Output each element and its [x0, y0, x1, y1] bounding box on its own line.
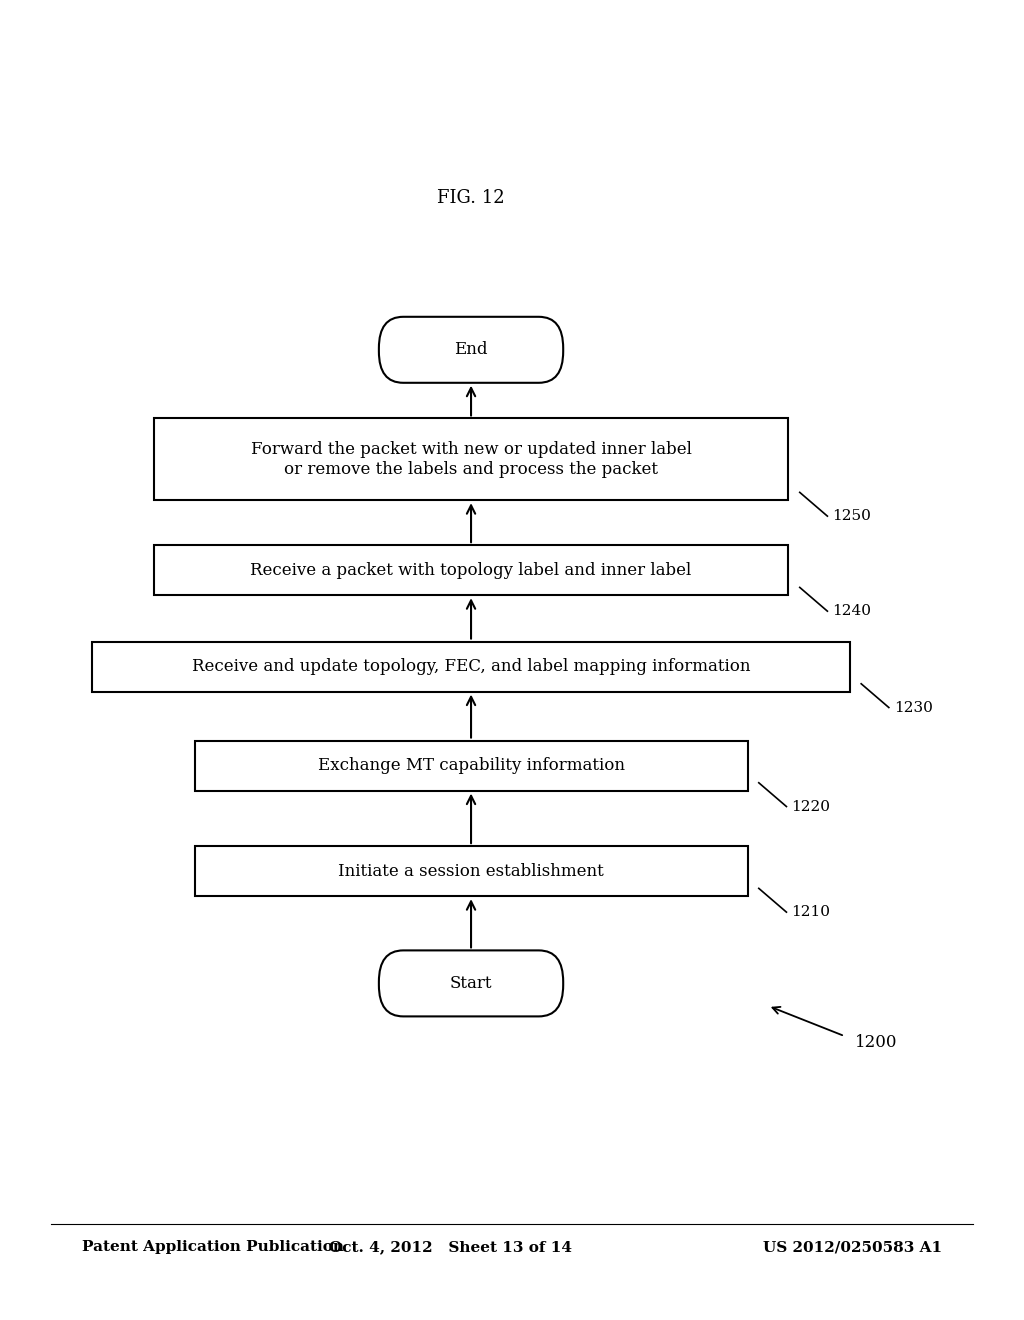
Text: Initiate a session establishment: Initiate a session establishment [338, 863, 604, 879]
Text: Patent Application Publication: Patent Application Publication [82, 1241, 344, 1254]
Text: 1230: 1230 [894, 701, 933, 714]
Text: Receive and update topology, FEC, and label mapping information: Receive and update topology, FEC, and la… [191, 659, 751, 675]
Text: Start: Start [450, 975, 493, 991]
Bar [195, 846, 748, 896]
Text: 1210: 1210 [792, 906, 830, 919]
Text: 1250: 1250 [833, 510, 871, 523]
Bar [154, 418, 788, 500]
Text: FIG. 12: FIG. 12 [437, 189, 505, 207]
Text: Forward the packet with new or updated inner label
or remove the labels and proc: Forward the packet with new or updated i… [251, 441, 691, 478]
Text: Receive a packet with topology label and inner label: Receive a packet with topology label and… [251, 562, 691, 578]
Bar [154, 545, 788, 595]
Bar [195, 741, 748, 791]
FancyBboxPatch shape [379, 950, 563, 1016]
Text: Exchange MT capability information: Exchange MT capability information [317, 758, 625, 774]
Bar [92, 642, 850, 692]
FancyBboxPatch shape [379, 317, 563, 383]
Text: Oct. 4, 2012   Sheet 13 of 14: Oct. 4, 2012 Sheet 13 of 14 [329, 1241, 572, 1254]
Text: US 2012/0250583 A1: US 2012/0250583 A1 [763, 1241, 942, 1254]
Text: 1220: 1220 [792, 800, 830, 813]
Text: 1240: 1240 [833, 605, 871, 618]
Text: 1200: 1200 [855, 1035, 898, 1051]
Text: End: End [455, 342, 487, 358]
